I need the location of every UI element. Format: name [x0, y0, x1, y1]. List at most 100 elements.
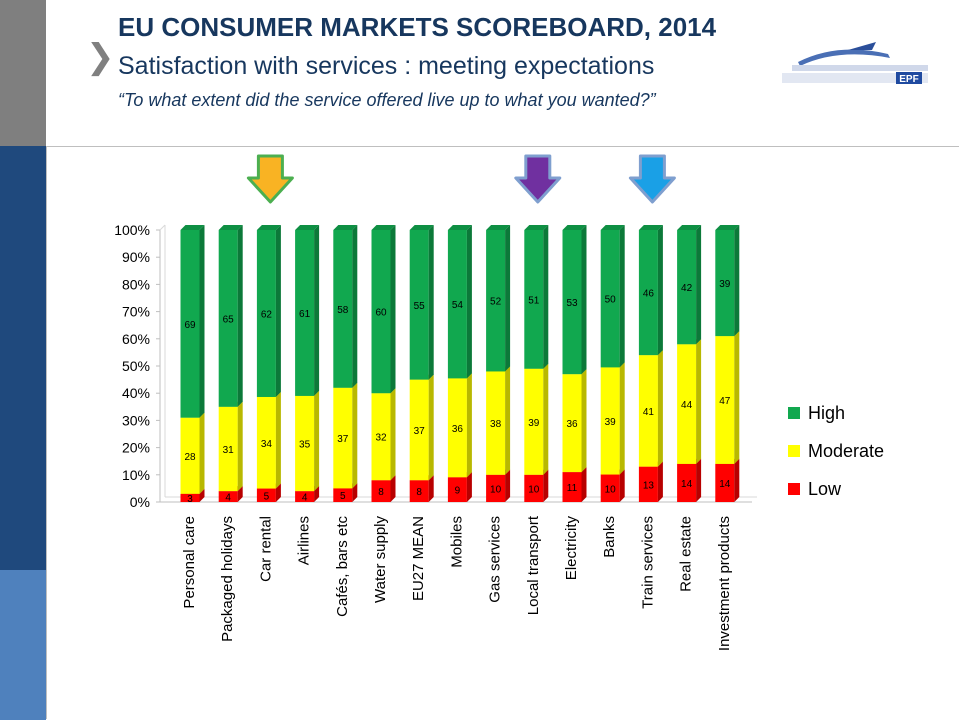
down-arrow-blue-icon — [628, 154, 676, 204]
category-label-water-supply: Water supply — [372, 516, 389, 603]
high-bar-gas-services — [486, 230, 506, 372]
rail-top-block — [0, 0, 46, 146]
low-label-gas-services: 10 — [490, 484, 502, 495]
low-bar-mobiles — [447, 477, 467, 502]
moderate-label-mobiles: 36 — [452, 424, 464, 435]
moderate-bar-mobiles-side — [466, 373, 472, 478]
moderate-bar-caf-s-bars-etc-side — [352, 382, 358, 489]
high-bar-real-estate — [677, 230, 697, 345]
low-bar-car-rental-side — [275, 483, 281, 502]
moderate-bar-electricity-side — [581, 369, 587, 473]
moderate-bar-train-services — [638, 355, 658, 467]
low-label-banks: 10 — [605, 484, 617, 495]
high-bar-local-transport — [524, 230, 544, 369]
high-bar-personal-care — [180, 230, 200, 418]
low-bar-electricity — [562, 472, 582, 502]
low-bar-investment-products-side — [734, 458, 740, 502]
moderate-bar-local-transport — [524, 368, 544, 475]
legend-swatch-low — [788, 483, 800, 495]
category-label-eu27-mean: EU27 MEAN — [410, 516, 427, 601]
low-label-investment-products: 14 — [719, 479, 731, 490]
moderate-bar-personal-care — [180, 417, 200, 494]
low-bar-real-estate-side — [696, 458, 702, 502]
moderate-label-investment-products: 47 — [719, 396, 731, 407]
low-bar-gas-services — [486, 474, 506, 502]
high-bar-mobiles — [447, 230, 467, 379]
legend-swatch-moderate — [788, 445, 800, 457]
moderate-label-banks: 39 — [605, 417, 617, 428]
low-bar-investment-products — [715, 463, 735, 502]
page-subtitle: Satisfaction with services : meeting exp… — [118, 52, 655, 80]
rail-bottom-block — [0, 570, 46, 720]
legend-label-low: Low — [808, 479, 842, 499]
category-label-car-rental: Car rental — [257, 516, 274, 582]
y-tick-label: 70% — [122, 304, 150, 320]
high-bar-eu27-mean — [409, 230, 429, 380]
moderate-label-personal-care: 28 — [184, 452, 196, 463]
high-bar-train-services-top — [638, 225, 663, 230]
chart-legend: High Moderate Low — [788, 403, 884, 499]
y-tick-label: 100% — [114, 222, 150, 238]
legend-label-high: High — [808, 403, 845, 423]
low-bar-banks — [600, 474, 620, 502]
high-label-real-estate: 42 — [681, 283, 693, 294]
high-bar-real-estate-side — [696, 225, 702, 345]
category-label-mobiles: Mobiles — [448, 516, 465, 568]
moderate-bar-gas-services-side — [505, 366, 511, 475]
low-bar-personal-care — [180, 493, 200, 502]
y-tick-label: 30% — [122, 412, 150, 428]
low-label-caf-s-bars-etc: 5 — [340, 491, 346, 502]
high-bar-personal-care-top — [180, 225, 205, 230]
y-tick-label: 60% — [122, 331, 150, 347]
low-label-mobiles: 9 — [455, 486, 461, 497]
high-bar-gas-services-top — [486, 225, 511, 230]
high-bar-eu27-mean-side — [428, 225, 434, 380]
moderate-bar-car-rental — [256, 396, 276, 489]
high-bar-water-supply — [371, 230, 391, 394]
high-label-mobiles: 54 — [452, 300, 464, 311]
rail-middle-block — [0, 146, 46, 570]
high-bar-electricity-top — [562, 225, 587, 230]
high-bar-banks-side — [619, 225, 625, 368]
low-bar-local-transport — [524, 474, 544, 502]
high-bar-local-transport-top — [524, 225, 549, 230]
high-label-car-rental: 62 — [261, 309, 273, 320]
moderate-label-packaged-holidays: 31 — [223, 445, 235, 456]
high-label-electricity: 53 — [566, 298, 578, 309]
moderate-bar-packaged-holidays-side — [237, 401, 243, 492]
down-arrow-purple-icon — [514, 154, 562, 204]
high-bar-banks — [600, 230, 620, 368]
moderate-bar-airlines — [295, 395, 315, 492]
low-bar-water-supply — [371, 480, 391, 502]
moderate-label-electricity: 36 — [566, 419, 578, 430]
category-label-electricity: Electricity — [563, 516, 580, 581]
low-bar-car-rental — [256, 488, 276, 502]
epf-logo: EPF — [778, 38, 940, 96]
low-bar-caf-s-bars-etc — [333, 488, 353, 502]
high-label-personal-care: 69 — [184, 320, 196, 331]
high-bar-real-estate-top — [677, 225, 702, 230]
low-bar-caf-s-bars-etc-side — [352, 483, 358, 502]
low-label-car-rental: 5 — [264, 491, 270, 502]
high-bar-airlines — [295, 230, 315, 396]
low-label-electricity: 11 — [567, 483, 578, 494]
moderate-label-gas-services: 38 — [490, 419, 502, 430]
y-tick-label: 10% — [122, 467, 150, 483]
moderate-label-eu27-mean: 37 — [414, 426, 426, 437]
y-tick-label: 40% — [122, 385, 150, 401]
moderate-bar-water-supply — [371, 393, 391, 481]
high-bar-caf-s-bars-etc-top — [333, 225, 358, 230]
category-label-packaged-holidays: Packaged holidays — [219, 516, 236, 642]
category-label-real-estate: Real estate — [678, 516, 695, 592]
high-bar-electricity-side — [581, 225, 587, 375]
high-label-train-services: 46 — [643, 289, 655, 300]
high-bar-gas-services-side — [505, 225, 511, 372]
low-bar-electricity-side — [581, 467, 587, 502]
moderate-label-local-transport: 39 — [528, 418, 540, 429]
chevron-right-icon: ❯ — [86, 38, 115, 76]
low-bar-banks-side — [619, 469, 625, 502]
high-label-water-supply: 60 — [375, 308, 387, 319]
y-tick-label: 20% — [122, 440, 150, 456]
low-label-packaged-holidays: 4 — [225, 493, 231, 504]
